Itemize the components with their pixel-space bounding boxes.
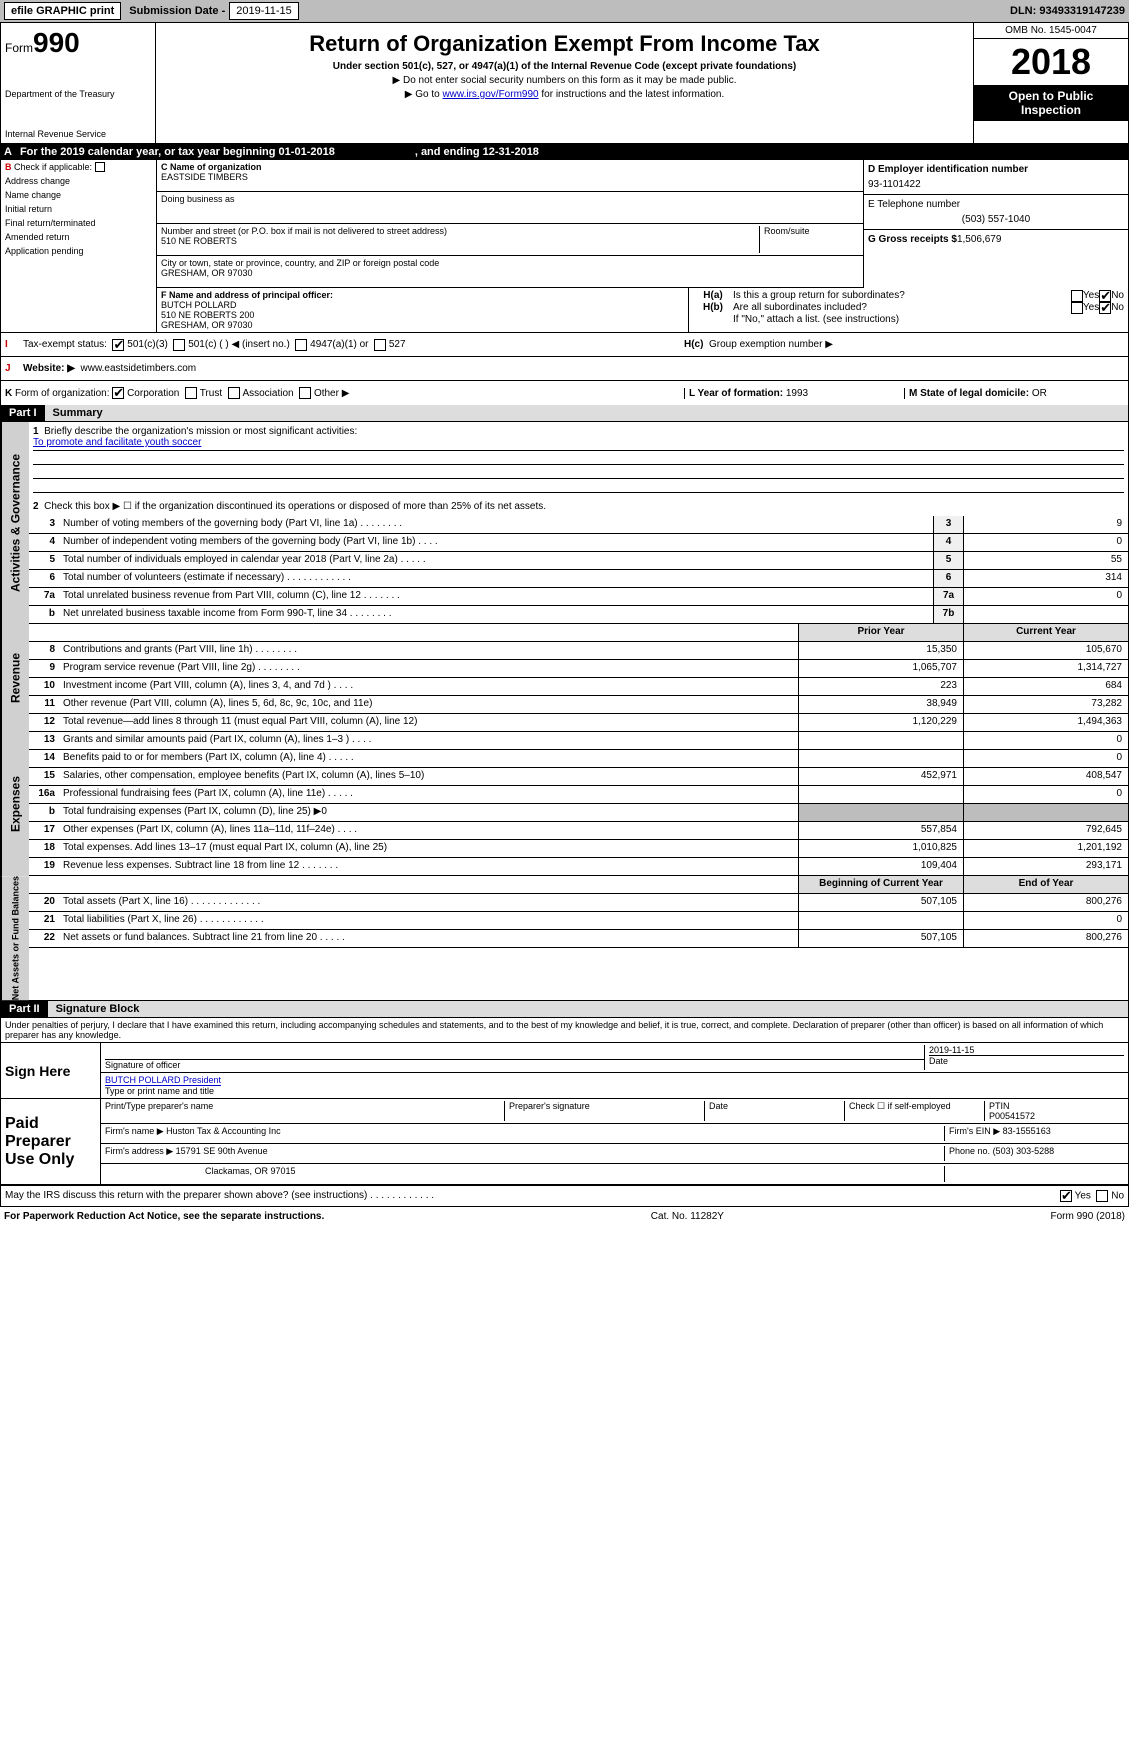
section-b-to-g: B Check if applicable: Address change Na… [0, 160, 1129, 288]
cb-initial-return[interactable]: Initial return [1, 202, 156, 216]
efile-badge: efile GRAPHIC print [4, 2, 121, 20]
paid-preparer-label: Paid Preparer Use Only [1, 1099, 101, 1184]
activities-governance: Activities & Governance 1 Briefly descri… [0, 422, 1129, 624]
line-b: bTotal fundraising expenses (Part IX, co… [29, 804, 1128, 822]
cb-amended[interactable]: Amended return [1, 230, 156, 244]
sidetab-gov: Activities & Governance [1, 422, 29, 624]
box-c-street: Number and street (or P.O. box if mail i… [156, 224, 863, 256]
cb-501c3[interactable] [112, 339, 124, 351]
line-11: 11Other revenue (Part VIII, column (A), … [29, 696, 1128, 714]
cb-501c[interactable] [173, 339, 185, 351]
form-number: Form990 [5, 27, 151, 59]
revenue-header: Prior Year Current Year [29, 624, 1128, 642]
netassets-section: Net Assets or Fund Balances Beginning of… [0, 876, 1129, 1001]
cb-discuss-yes[interactable] [1060, 1190, 1072, 1202]
line-16a: 16aProfessional fundraising fees (Part I… [29, 786, 1128, 804]
box-c-city: City or town, state or province, country… [156, 256, 863, 288]
cb-other[interactable] [299, 387, 311, 399]
line-10: 10Investment income (Part VIII, column (… [29, 678, 1128, 696]
cb-discuss-no[interactable] [1096, 1190, 1108, 1202]
submission-date: 2019-11-15 [229, 2, 298, 20]
row-a: A For the 2019 calendar year, or tax yea… [0, 144, 1129, 160]
line-8: 8Contributions and grants (Part VIII, li… [29, 642, 1128, 660]
form-note2: ▶ Go to www.irs.gov/Form990 for instruct… [160, 89, 969, 100]
topbar: efile GRAPHIC print Submission Date - 20… [0, 0, 1129, 22]
expenses-section: Expenses 13Grants and similar amounts pa… [0, 732, 1129, 876]
box-g-gross: G Gross receipts $1,506,679 [864, 230, 1128, 249]
box-c-name: C Name of organization EASTSIDE TIMBERS [156, 160, 863, 192]
line-b: bNet unrelated business taxable income f… [29, 606, 1128, 624]
sidetab-exp: Expenses [1, 732, 29, 876]
row-f-h: F Name and address of principal officer:… [0, 288, 1129, 333]
netassets-header: Beginning of Current Year End of Year [29, 876, 1128, 894]
penalties-text: Under penalties of perjury, I declare th… [0, 1018, 1129, 1043]
sign-here-label: Sign Here [1, 1043, 101, 1098]
line-12: 12Total revenue—add lines 8 through 11 (… [29, 714, 1128, 732]
form990-link[interactable]: www.irs.gov/Form990 [442, 89, 538, 100]
row-k-lm: K Form of organization: Corporation Trus… [0, 381, 1129, 405]
line-20: 20Total assets (Part X, line 16) . . . .… [29, 894, 1128, 912]
dln: DLN: 93493319147239 [1010, 5, 1125, 17]
part2-header: Part II Signature Block [0, 1001, 1129, 1018]
row-i: I Tax-exempt status: 501(c)(3) 501(c) ( … [0, 333, 1129, 357]
tax-year: 2018 [974, 39, 1128, 85]
line-7a: 7aTotal unrelated business revenue from … [29, 588, 1128, 606]
cb-trust[interactable] [185, 387, 197, 399]
line-6: 6Total number of volunteers (estimate if… [29, 570, 1128, 588]
cb-assoc[interactable] [228, 387, 240, 399]
line-14: 14Benefits paid to or for members (Part … [29, 750, 1128, 768]
cb-527[interactable] [374, 339, 386, 351]
cb-name-change[interactable]: Name change [1, 188, 156, 202]
cb-corp[interactable] [112, 387, 124, 399]
line-18: 18Total expenses. Add lines 13–17 (must … [29, 840, 1128, 858]
row-j: J Website: ▶ www.eastsidetimbers.com [0, 357, 1129, 381]
cb-pending[interactable]: Application pending [1, 244, 156, 258]
line-21: 21Total liabilities (Part X, line 26) . … [29, 912, 1128, 930]
line-17: 17Other expenses (Part IX, column (A), l… [29, 822, 1128, 840]
sidetab-rev: Revenue [1, 624, 29, 732]
dept: Department of the Treasury [5, 89, 151, 99]
form-header: Form990 Department of the Treasury Inter… [0, 22, 1129, 144]
line-22: 22Net assets or fund balances. Subtract … [29, 930, 1128, 948]
cb-4947[interactable] [295, 339, 307, 351]
irs: Internal Revenue Service [5, 129, 151, 139]
box-e-phone: E Telephone number (503) 557-1040 [864, 195, 1128, 230]
revenue-section: Revenue Prior Year Current Year 8Contrib… [0, 624, 1129, 732]
omb: OMB No. 1545-0047 [974, 23, 1128, 39]
line-15: 15Salaries, other compensation, employee… [29, 768, 1128, 786]
discuss-row: May the IRS discuss this return with the… [0, 1186, 1129, 1207]
box-d-ein: D Employer identification number 93-1101… [864, 160, 1128, 195]
line-4: 4Number of independent voting members of… [29, 534, 1128, 552]
mission-link[interactable]: To promote and facilitate youth soccer [33, 437, 201, 448]
line-13: 13Grants and similar amounts paid (Part … [29, 732, 1128, 750]
submission-label: Submission Date - [129, 5, 225, 17]
part1-header: Part I Summary [0, 405, 1129, 422]
line-3: 3Number of voting members of the governi… [29, 516, 1128, 534]
sidetab-net: Net Assets or Fund Balances [1, 876, 29, 1000]
footer: For Paperwork Reduction Act Notice, see … [0, 1207, 1129, 1226]
form-note1: ▶ Do not enter social security numbers o… [160, 75, 969, 86]
cb-address-change[interactable]: Address change [1, 174, 156, 188]
cb-final[interactable]: Final return/terminated [1, 216, 156, 230]
line-5: 5Total number of individuals employed in… [29, 552, 1128, 570]
box-c-dba: Doing business as [156, 192, 863, 224]
line-9: 9Program service revenue (Part VIII, lin… [29, 660, 1128, 678]
line-19: 19Revenue less expenses. Subtract line 1… [29, 858, 1128, 876]
form-subtitle: Under section 501(c), 527, or 4947(a)(1)… [160, 61, 969, 72]
signature-block: Sign Here Signature of officer 2019-11-1… [0, 1043, 1129, 1186]
form-title: Return of Organization Exempt From Incom… [160, 31, 969, 57]
open-public: Open to Public Inspection [974, 85, 1128, 121]
